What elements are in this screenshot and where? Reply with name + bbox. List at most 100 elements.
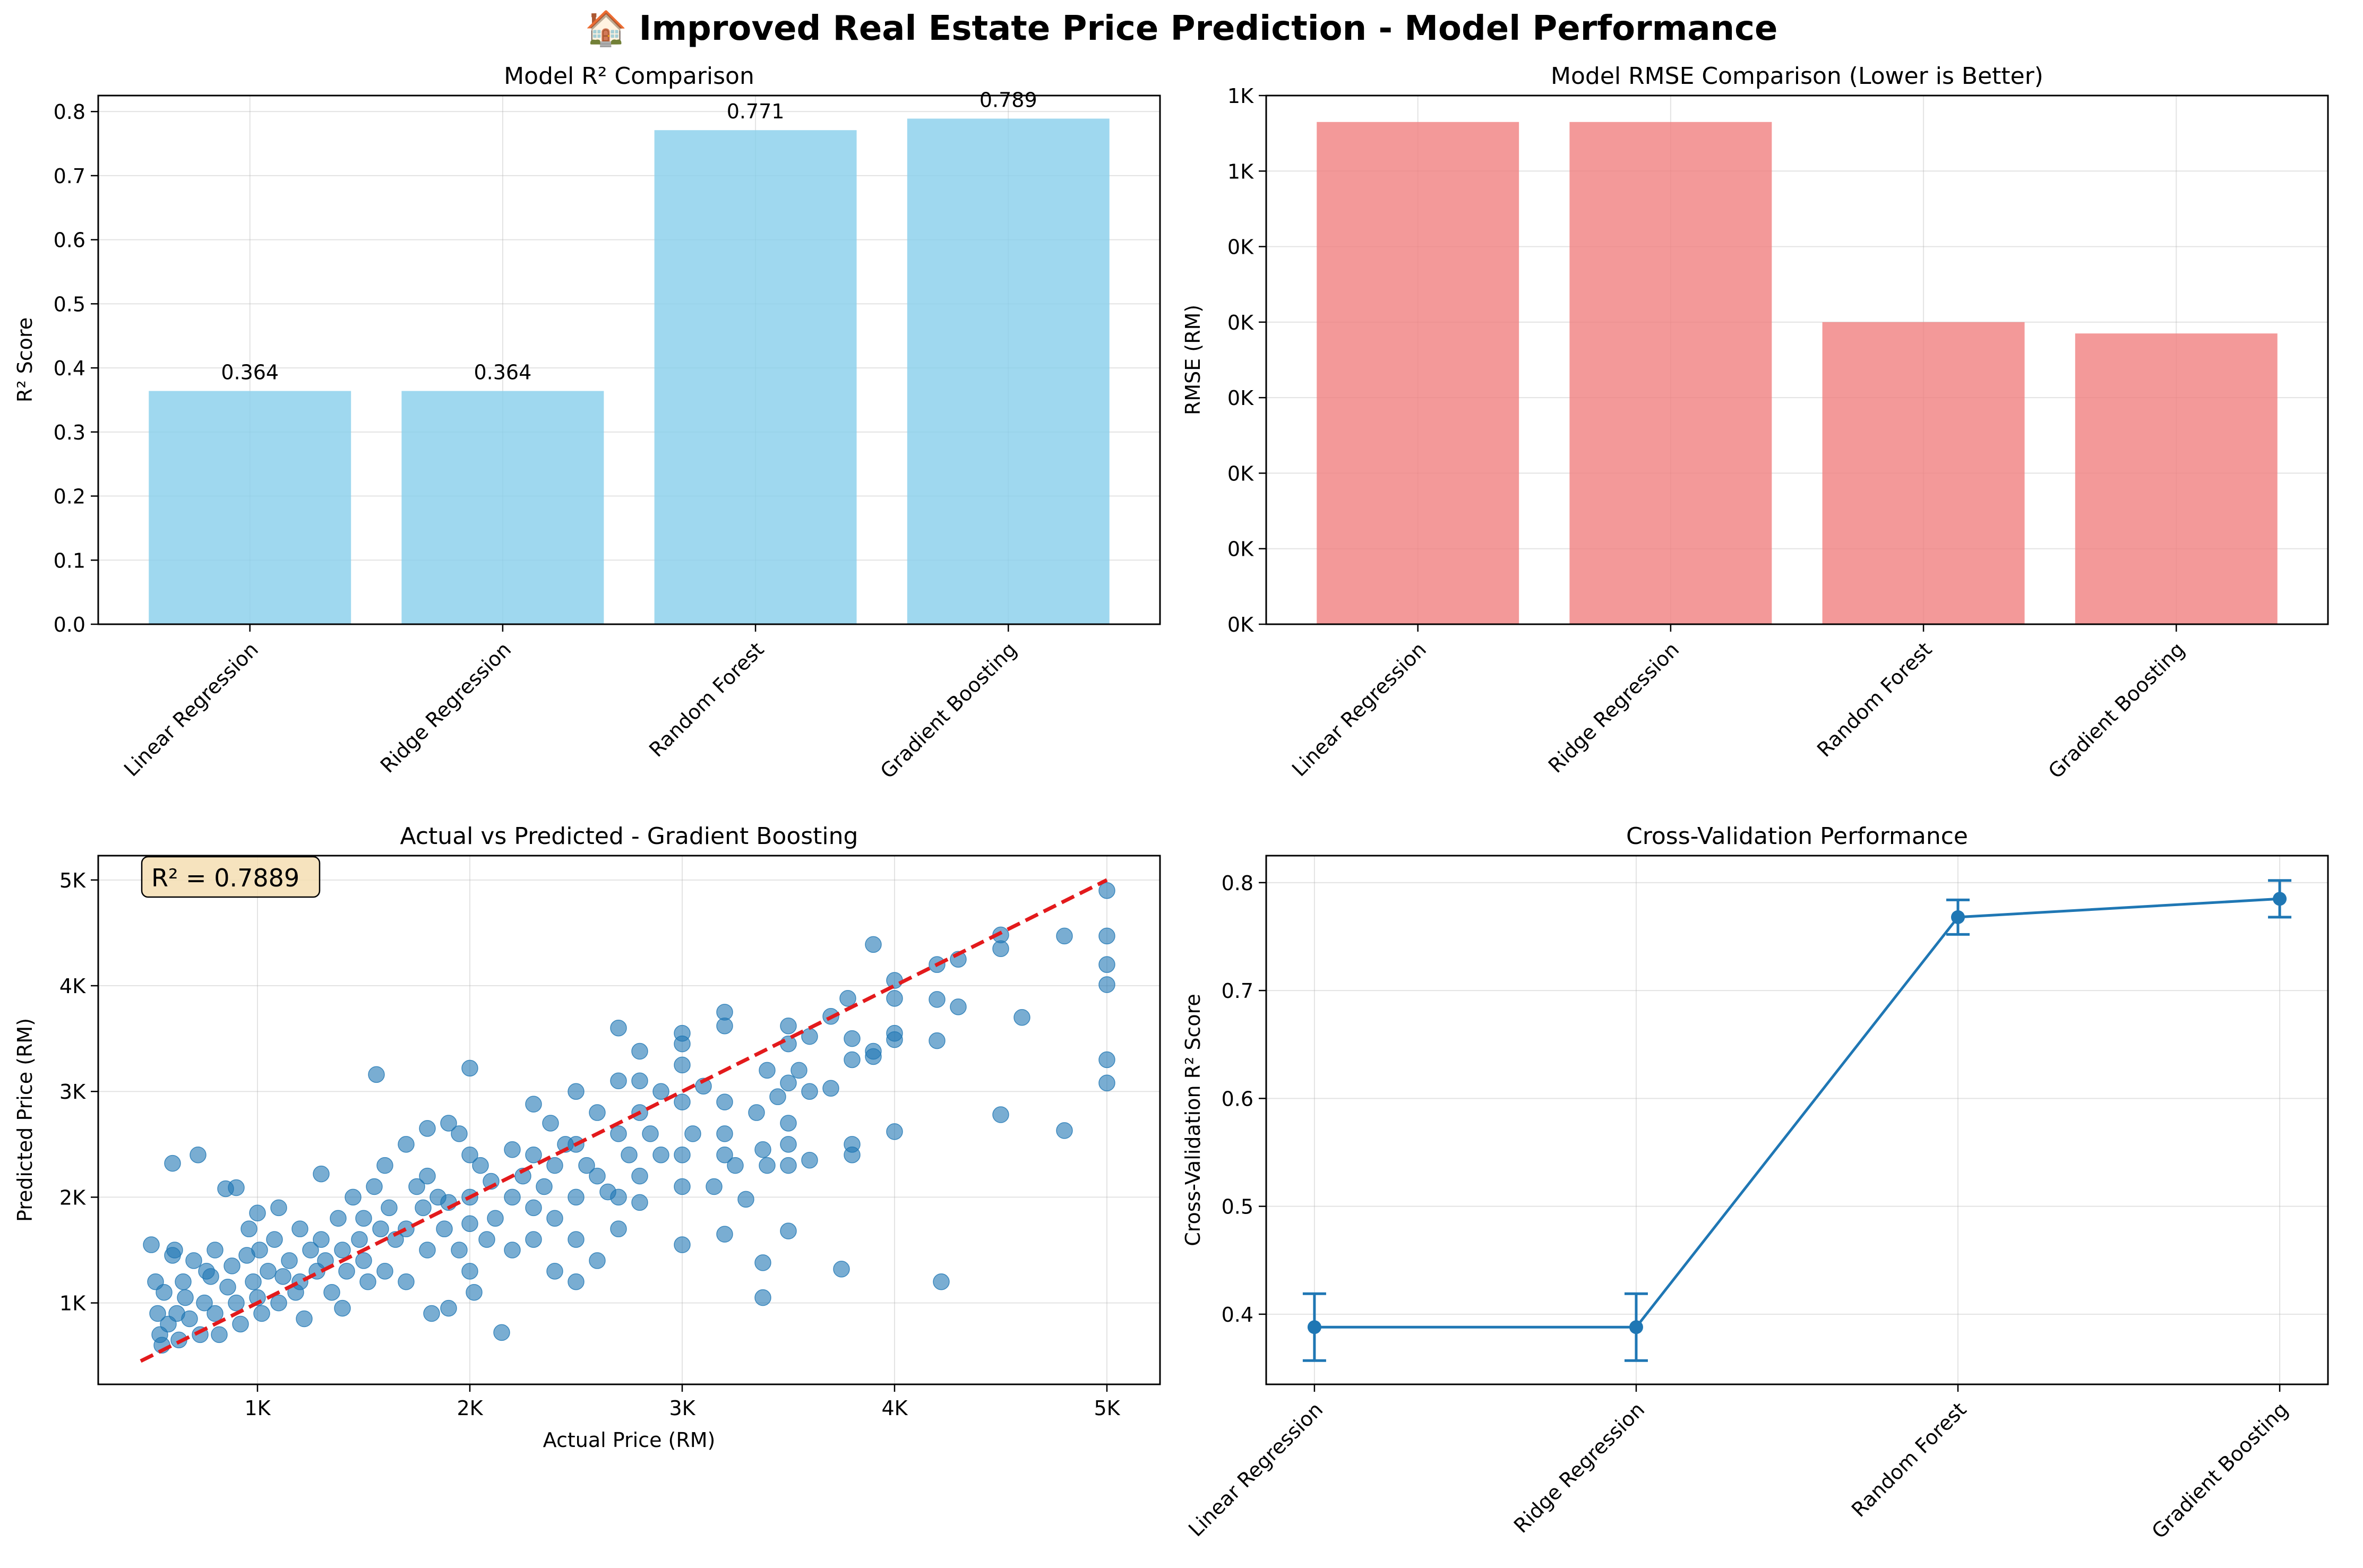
scatter-point: [780, 1157, 797, 1174]
rmse-bar: [1822, 322, 2025, 624]
scatter-point: [436, 1220, 453, 1237]
scatter-point: [886, 1031, 903, 1048]
scatter-point: [164, 1155, 181, 1172]
scatter-point: [716, 1093, 733, 1110]
scatter-point: [266, 1231, 283, 1248]
scatter-point: [674, 1035, 691, 1053]
scatter-ytick-label: 2K: [59, 1186, 86, 1209]
scatter-point: [546, 1210, 563, 1227]
scatter-axes-frame: [97, 855, 1161, 1385]
scatter-point: [727, 1157, 744, 1174]
scatter-annotation: R² = 0.7889: [151, 864, 299, 892]
scatter-point: [759, 1062, 776, 1079]
scatter-point: [334, 1299, 351, 1317]
cv-axes-frame: [1265, 855, 2329, 1385]
r2-bar-value-label: 0.771: [727, 100, 785, 123]
scatter-point: [240, 1220, 257, 1237]
scatter-point: [568, 1188, 585, 1206]
scatter-point: [196, 1294, 213, 1312]
scatter-point: [748, 1104, 765, 1121]
cv-ytick-label: 0.5: [1222, 1195, 1253, 1219]
scatter-point: [451, 1242, 468, 1259]
scatter-point: [149, 1305, 166, 1322]
scatter-point: [478, 1231, 495, 1248]
rmse-ytick-label: 0K: [1227, 311, 1254, 334]
scatter-point: [844, 1051, 861, 1069]
scatter-point: [780, 1017, 797, 1035]
scatter-point: [381, 1199, 398, 1217]
scatter-point: [313, 1165, 330, 1183]
scatter-point: [228, 1179, 245, 1196]
scatter-point: [610, 1125, 627, 1142]
scatter-point: [156, 1283, 173, 1301]
scatter-point: [185, 1252, 202, 1269]
scatter-point: [351, 1231, 368, 1248]
scatter-point: [398, 1220, 415, 1237]
scatter-point: [461, 1146, 478, 1164]
scatter-point: [419, 1167, 436, 1185]
scatter-point: [228, 1294, 245, 1312]
scatter-point: [376, 1157, 393, 1174]
scatter-point: [525, 1146, 542, 1164]
rmse-ytick-label: 1K: [1227, 160, 1254, 183]
rmse-bar: [1569, 122, 1772, 625]
r2-ytick-label: 0.6: [54, 229, 85, 252]
scatter-point: [190, 1146, 207, 1164]
scatter-point: [536, 1178, 553, 1195]
scatter-point: [621, 1146, 638, 1164]
scatter-point: [759, 1157, 776, 1174]
scatter-point: [207, 1305, 224, 1322]
scatter-point: [652, 1146, 669, 1164]
scatter-ideal-line: [140, 878, 1108, 1363]
r2-ylabel: R² Score: [13, 317, 37, 402]
scatter-point: [461, 1059, 478, 1077]
scatter-point: [1056, 1122, 1073, 1139]
r2-title: Model R² Comparison: [504, 63, 754, 90]
scatter-point: [780, 1074, 797, 1092]
cv-point: [2273, 892, 2287, 906]
cv-ytick-label: 0.4: [1222, 1303, 1253, 1326]
scatter-point: [929, 1032, 946, 1049]
scatter-point: [504, 1141, 521, 1158]
scatter-point: [992, 1106, 1009, 1123]
scatter-point: [674, 1178, 691, 1195]
scatter-xtick-label: 1K: [244, 1397, 271, 1420]
scatter-point: [461, 1263, 478, 1280]
scatter-point: [589, 1167, 606, 1185]
scatter-point: [504, 1188, 521, 1206]
rmse-axes-frame: [1265, 94, 2329, 625]
scatter-annotation-box: [141, 856, 321, 898]
scatter-point: [525, 1231, 542, 1248]
scatter-point: [398, 1273, 415, 1290]
rmse-bar: [1317, 122, 1519, 625]
scatter-point: [737, 1191, 754, 1208]
scatter-xtick-label: 4K: [881, 1397, 908, 1420]
scatter-point: [251, 1242, 268, 1259]
rmse-ytick-label: 0K: [1227, 386, 1254, 410]
r2-bar: [401, 391, 604, 624]
scatter-point: [408, 1178, 425, 1195]
scatter-point: [334, 1242, 351, 1259]
scatter-point: [801, 1028, 818, 1045]
scatter-ytick-label: 1K: [59, 1292, 86, 1315]
scatter-point: [652, 1083, 669, 1100]
scatter-point: [487, 1210, 504, 1227]
r2-ytick-label: 0.8: [54, 100, 85, 124]
scatter-point: [525, 1199, 542, 1217]
scatter-point: [542, 1115, 559, 1132]
scatter-point: [1098, 1051, 1115, 1069]
scatter-point: [245, 1273, 262, 1290]
scatter-point: [754, 1254, 771, 1271]
scatter-point: [839, 990, 856, 1007]
scatter-point: [886, 990, 903, 1007]
scatter-point: [631, 1167, 648, 1185]
scatter-point: [642, 1125, 659, 1142]
scatter-point: [716, 1146, 733, 1164]
cv-ytick-label: 0.8: [1222, 872, 1253, 895]
scatter-point: [589, 1252, 606, 1269]
cv-point: [1307, 1320, 1321, 1334]
scatter-ylabel: Predicted Price (RM): [13, 1018, 37, 1222]
scatter-point: [674, 1236, 691, 1253]
cv-plot-area: [1266, 856, 2328, 1384]
scatter-ytick-label: 5K: [59, 869, 86, 892]
